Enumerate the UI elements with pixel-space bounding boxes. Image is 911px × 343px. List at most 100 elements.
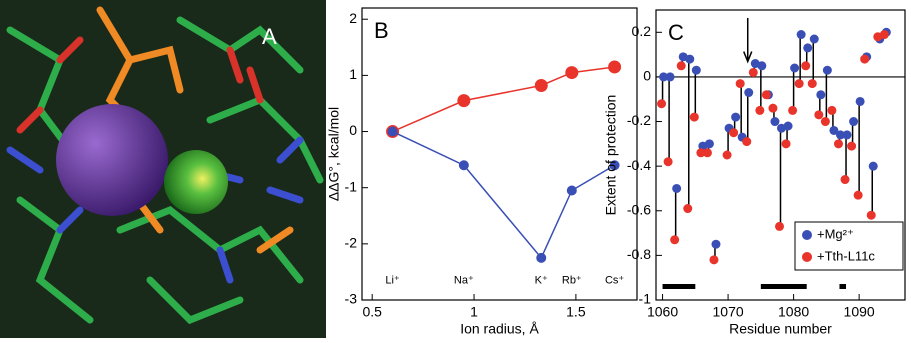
x-tick-label: 1.5: [566, 304, 586, 320]
x-axis-label: Ion radius, Å: [460, 321, 539, 337]
point: [847, 142, 856, 151]
y-axis-label: ΔΔG°, kcal/mol: [326, 107, 342, 201]
point: [742, 137, 751, 146]
series-line: [393, 67, 615, 132]
point: [536, 253, 546, 263]
y-tick-label: -0.8: [627, 246, 651, 262]
point: [457, 94, 470, 107]
point: [709, 255, 718, 264]
y-tick-label: -2: [345, 235, 358, 251]
y-tick-label: 1: [349, 66, 357, 82]
point: [729, 128, 738, 137]
point: [775, 222, 784, 231]
point: [672, 184, 681, 193]
point: [677, 61, 686, 70]
point: [692, 66, 701, 75]
point: [810, 35, 819, 44]
y-tick-label: 0: [643, 68, 651, 84]
point: [723, 151, 732, 160]
point: [670, 235, 679, 244]
point: [801, 61, 810, 70]
y-tick-label: -1: [345, 178, 358, 194]
point: [664, 157, 673, 166]
legend-label: +Tth-L11c: [817, 248, 875, 263]
point: [869, 162, 878, 171]
point: [736, 79, 745, 88]
x-tick-label: 1080: [778, 304, 809, 320]
point: [762, 90, 771, 99]
range-bar: [839, 284, 846, 289]
point: [731, 113, 740, 122]
magnesium-sphere: [164, 150, 228, 214]
point: [803, 43, 812, 52]
point: [827, 106, 836, 115]
point: [867, 211, 876, 220]
arrow: [744, 18, 752, 62]
point-label: K⁺: [535, 274, 548, 286]
point: [860, 55, 869, 64]
legend-marker: [802, 230, 812, 240]
x-tick-label: 1070: [713, 304, 744, 320]
legend-label: +Mg²⁺: [817, 226, 854, 241]
potassium-sphere: [56, 104, 168, 216]
x-axis-label: Residue number: [729, 321, 832, 337]
point: [843, 130, 852, 139]
point: [657, 99, 666, 108]
point: [567, 186, 577, 196]
molecule-panel: A: [0, 0, 326, 338]
y-tick-label: -0.4: [627, 157, 651, 173]
point: [685, 55, 694, 64]
point: [795, 79, 804, 88]
point: [608, 60, 621, 73]
x-tick-label: 1090: [844, 304, 875, 320]
plot-frame: [362, 8, 637, 300]
panel-label: A: [262, 24, 277, 49]
y-tick-label: 2: [349, 10, 357, 26]
point: [666, 72, 675, 81]
point: [690, 113, 699, 122]
series-line: [393, 132, 615, 258]
y-tick-label: -0.2: [627, 112, 651, 128]
point: [854, 191, 863, 200]
point: [744, 88, 753, 97]
y-axis-label: Extent of protection: [603, 95, 619, 216]
point: [782, 139, 791, 148]
point: [683, 204, 692, 213]
point: [880, 30, 889, 39]
point: [823, 66, 832, 75]
point: [459, 160, 469, 170]
point: [703, 148, 712, 157]
point: [790, 64, 799, 73]
x-tick-label: 0.5: [362, 304, 382, 320]
point: [388, 127, 398, 137]
point-label: Cs⁺: [605, 274, 624, 286]
point: [784, 122, 793, 131]
point: [849, 117, 858, 126]
y-tick-label: -3: [345, 291, 358, 307]
panel-label: C: [668, 20, 684, 45]
point-label: Na⁺: [454, 274, 474, 286]
point: [711, 240, 720, 249]
y-tick-label: 0: [349, 122, 357, 138]
y-tick-label: -0.6: [627, 201, 651, 217]
range-bar: [663, 284, 696, 289]
point: [705, 139, 714, 148]
y-tick-label: 0.2: [632, 23, 652, 39]
point-label: Rb⁺: [562, 274, 582, 286]
point: [749, 68, 758, 77]
point: [770, 117, 779, 126]
point: [856, 97, 865, 106]
point: [768, 104, 777, 113]
point: [797, 30, 806, 39]
point: [821, 117, 830, 126]
point: [535, 79, 548, 92]
legend-marker: [802, 252, 812, 262]
point: [755, 106, 764, 115]
figure: A 2 1 0 -1 -2 -30.5 1 1.5 Ion radius, Å ΔΔG°, kca…: [0, 0, 911, 338]
x-tick-label: 1: [470, 304, 478, 320]
range-bar: [761, 284, 807, 289]
point: [808, 79, 817, 88]
point: [814, 110, 823, 119]
point: [757, 61, 766, 70]
x-tick-label: 1060: [647, 304, 678, 320]
